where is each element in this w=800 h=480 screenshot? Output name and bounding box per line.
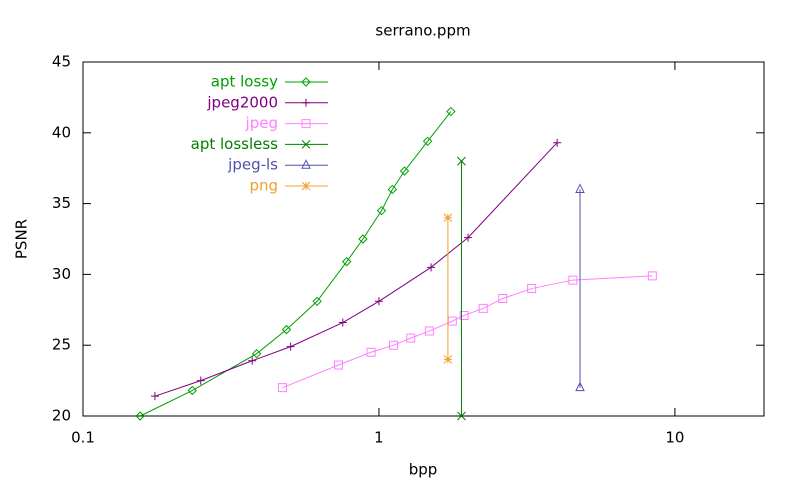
marker: [150, 392, 159, 401]
marker: [301, 140, 311, 149]
chart-title: serrano.ppm: [375, 22, 470, 40]
marker: [281, 324, 292, 335]
x-tick-label: 0.1: [71, 429, 95, 447]
marker: [358, 234, 368, 244]
marker: [527, 284, 537, 294]
marker: [446, 106, 456, 117]
y-tick-label: 25: [52, 336, 71, 354]
marker: [334, 360, 344, 370]
marker: [568, 275, 578, 285]
marker: [457, 411, 466, 421]
legend-label: jpeg2000: [206, 93, 278, 111]
marker: [422, 136, 433, 147]
marker: [301, 181, 311, 191]
marker: [248, 356, 257, 365]
marker: [459, 310, 469, 320]
marker: [406, 333, 416, 343]
marker: [427, 263, 436, 272]
marker: [647, 271, 657, 281]
y-tick-label: 40: [52, 123, 71, 141]
legend-label: png: [249, 177, 278, 195]
marker: [575, 183, 585, 193]
marker: [135, 411, 145, 421]
marker: [443, 213, 453, 223]
x-tick-label: 1: [374, 429, 384, 447]
x-axis-label: bpp: [409, 461, 438, 479]
marker: [312, 296, 322, 307]
series-line: [282, 275, 653, 389]
marker: [302, 98, 310, 107]
marker: [498, 293, 508, 303]
legend-label: apt lossy: [211, 73, 278, 91]
x-tick-label: 10: [665, 429, 684, 447]
marker: [443, 355, 453, 364]
marker: [387, 184, 398, 195]
y-tick-label: 20: [52, 407, 71, 425]
marker: [338, 318, 347, 327]
marker: [464, 233, 473, 242]
marker: [399, 166, 410, 176]
marker: [301, 119, 311, 129]
marker: [553, 138, 562, 147]
marker: [187, 385, 197, 396]
y-axis-label: PSNR: [13, 219, 31, 259]
marker: [376, 205, 387, 216]
series-line: [139, 111, 452, 417]
marker: [575, 381, 585, 392]
marker: [277, 383, 287, 393]
plot-border: [82, 61, 765, 417]
marker: [301, 77, 311, 87]
marker: [374, 297, 383, 306]
legend-label: apt lossless: [191, 135, 279, 153]
marker: [424, 326, 434, 336]
marker: [341, 256, 352, 267]
marker: [478, 303, 488, 313]
marker: [196, 376, 205, 385]
marker: [251, 348, 262, 359]
marker: [366, 347, 376, 357]
marker: [301, 159, 311, 169]
legend-label: jpeg: [245, 114, 278, 132]
marker: [457, 156, 466, 166]
y-tick-label: 35: [52, 194, 71, 212]
marker: [286, 342, 295, 351]
y-tick-label: 30: [52, 265, 71, 283]
legend-label: jpeg-ls: [227, 156, 278, 174]
y-tick-label: 45: [52, 53, 71, 71]
marker: [389, 340, 399, 350]
